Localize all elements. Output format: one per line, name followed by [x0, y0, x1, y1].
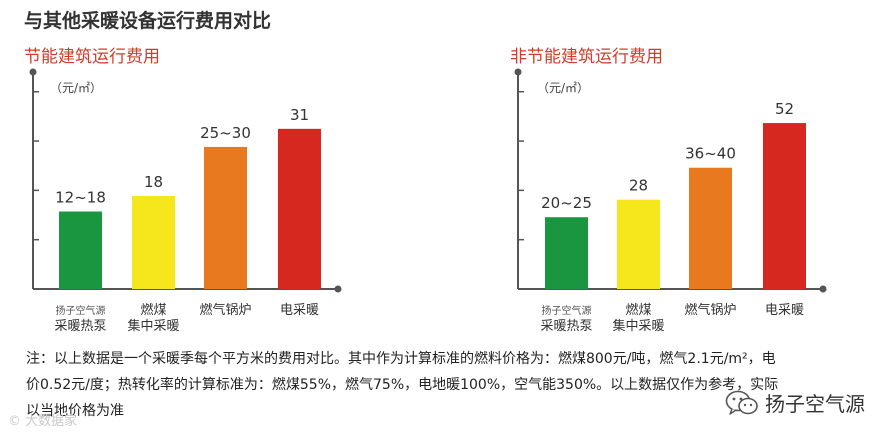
bar [204, 146, 247, 289]
data-label: 18 [144, 173, 163, 191]
bar [59, 211, 102, 289]
x-axis-end-dot [334, 285, 342, 293]
category-sublabel: 扬子空气源 [542, 304, 592, 317]
category-label: 采暖热泵 [540, 319, 592, 334]
footnote-line-2: 价0.52元/度；热转化率的计算标准为：燃煤55%，燃气75%，电地暖100%，… [26, 377, 779, 393]
brand-watermark: 扬子空气源 [725, 388, 865, 417]
category-label: 采暖热泵 [54, 319, 106, 334]
x-axis-end-dot [819, 285, 827, 293]
category-label: 燃气锅炉 [684, 302, 736, 318]
bar [617, 199, 660, 289]
y-axis-end-dot [514, 68, 522, 76]
bar [545, 217, 588, 289]
category-label: 电采暖 [280, 303, 319, 318]
data-label: 28 [629, 177, 648, 195]
footnote-line-1: 注：以上数据是一个采暖季每个平方米的费用对比。其中作为计算标准的燃料价格为：燃煤… [26, 351, 776, 367]
category-label: 集中采暖 [127, 318, 179, 334]
bar [278, 128, 321, 289]
category-label: 电采暖 [765, 303, 804, 318]
data-label: 36~40 [685, 145, 736, 163]
data-label: 12~18 [55, 189, 106, 207]
bar [763, 123, 806, 289]
category-label: 燃气锅炉 [199, 302, 251, 318]
data-label: 31 [290, 106, 309, 124]
brand-label: 扬子空气源 [765, 392, 865, 416]
y-axis-end-dot [29, 68, 37, 76]
data-label: 20~25 [541, 194, 592, 212]
category-label: 燃煤 [140, 302, 166, 318]
category-label: 集中采暖 [612, 318, 664, 334]
watermark-text: © 大数据家 [8, 414, 78, 429]
chart-title-non-energy-saving: 非节能建筑运行费用 [510, 47, 663, 67]
bar [132, 196, 175, 289]
y-axis-label: （元/㎡） [50, 81, 102, 95]
data-label: 52 [775, 100, 794, 118]
footnote-line-3: 以当地价格为准 [26, 403, 124, 419]
y-axis-label: （元/㎡） [537, 81, 589, 95]
wechat-icon [725, 390, 758, 415]
category-label: 燃煤 [625, 302, 651, 318]
chart-title-energy-saving: 节能建筑运行费用 [24, 47, 160, 67]
bar [689, 167, 732, 289]
category-sublabel: 扬子空气源 [56, 304, 106, 317]
data-label: 25~30 [200, 124, 251, 142]
page-title: 与其他采暖设备运行费用对比 [24, 10, 272, 32]
